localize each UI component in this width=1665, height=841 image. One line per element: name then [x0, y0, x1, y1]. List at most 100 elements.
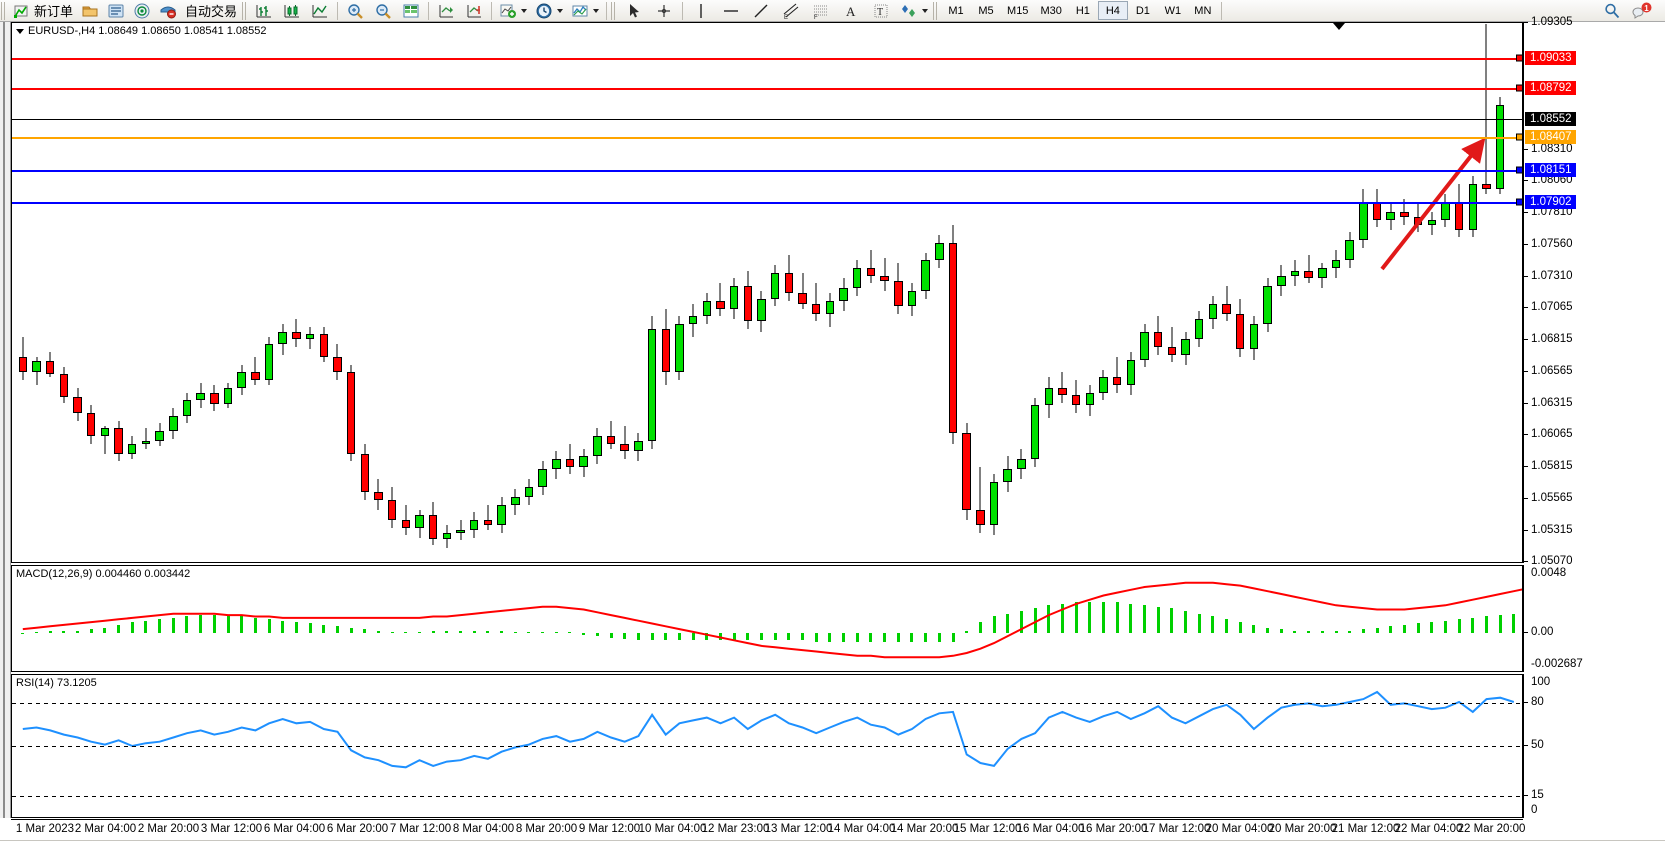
candle	[1085, 23, 1095, 562]
toolbar-grip-4[interactable]	[933, 1, 940, 20]
candle-body-bullish	[1290, 270, 1300, 276]
ask-line[interactable]	[12, 137, 1522, 140]
indicators-button[interactable]	[495, 1, 531, 21]
book-icon[interactable]	[107, 2, 125, 20]
candle-body-bearish	[86, 413, 96, 436]
time-label: 17 Mar 12:00	[1142, 823, 1211, 835]
candle	[538, 23, 547, 562]
take-profit-price-tag[interactable]: 1.08792	[1516, 81, 1576, 96]
toolbar-separator-2	[428, 1, 430, 20]
timeframe-m15[interactable]: M15	[1007, 4, 1029, 17]
expert-advisor-icon[interactable]	[159, 2, 177, 20]
chart-shift-icon[interactable]	[465, 2, 483, 20]
candle-body-bullish	[1386, 212, 1395, 220]
chart-area[interactable]: EURUSD-,H4 1.08649 1.08650 1.08541 1.085…	[0, 16, 1665, 841]
candle-body-bearish	[784, 273, 794, 294]
candle	[1249, 23, 1259, 562]
level-handle[interactable]	[1516, 84, 1523, 92]
macd-histogram-bar	[691, 633, 695, 641]
candle	[1263, 23, 1272, 562]
vline-icon[interactable]	[692, 2, 710, 20]
macd-histogram-bar	[527, 631, 531, 634]
candle-body-bearish	[1304, 270, 1313, 279]
folder-icon[interactable]	[81, 2, 99, 20]
auto-scroll-icon[interactable]	[437, 2, 455, 20]
signal-icon[interactable]	[133, 2, 151, 20]
timeframe-h4[interactable]: H4	[1097, 1, 1128, 20]
price-axis[interactable]: 1.09305 1.08310 1.08060 1.07810 1.07560 1.073…	[1516, 16, 1665, 567]
candle	[1167, 23, 1177, 562]
fibonacci-icon[interactable]: F	[812, 2, 830, 21]
stop-loss-price-tag[interactable]: 1.08151	[1516, 162, 1576, 177]
text-label-icon[interactable]: T	[872, 2, 890, 20]
timeframe-m1[interactable]: M1	[948, 4, 964, 17]
line-chart-icon[interactable]	[311, 2, 329, 20]
timeframe-mn[interactable]: MN	[1194, 4, 1212, 17]
zoom-out-icon[interactable]	[374, 2, 392, 20]
candle	[223, 23, 233, 562]
chart-symbol-label: EURUSD-,H4 1.08649 1.08650 1.08541 1.085…	[16, 25, 267, 37]
candle-body-bullish	[1495, 105, 1505, 190]
toolbar-grip[interactable]	[1, 1, 7, 20]
stop-loss-line[interactable]	[12, 169, 1522, 172]
rsi-pane[interactable]: RSI(14) 73.1205	[11, 674, 1523, 818]
stop-loss-line[interactable]	[12, 201, 1522, 204]
period-button[interactable]	[531, 1, 567, 21]
bar-chart-icon[interactable]	[255, 2, 273, 20]
notification-icon[interactable]: 1	[1631, 2, 1653, 20]
toolbar-separator	[337, 1, 339, 20]
data-window-icon[interactable]	[402, 2, 420, 20]
zoom-in-icon[interactable]	[346, 2, 364, 20]
cursor-icon[interactable]	[625, 2, 643, 20]
vertical-scroll-column[interactable]	[0, 22, 11, 818]
level-handle[interactable]	[1516, 198, 1523, 206]
crosshair-icon[interactable]	[655, 2, 673, 20]
take-profit-price-tag[interactable]: 1.09033	[1516, 50, 1576, 65]
bid-price-tag[interactable]: 1.08552	[1525, 111, 1576, 126]
timeframe-w1[interactable]: W1	[1164, 4, 1182, 17]
toolbar-grip-2[interactable]	[242, 1, 249, 20]
level-handle[interactable]	[1516, 133, 1523, 141]
take-profit-line[interactable]	[12, 57, 1522, 60]
price-tick: 1.05565	[1524, 492, 1573, 504]
take-profit-line[interactable]	[12, 88, 1522, 91]
timeframe-m30[interactable]: M30	[1040, 4, 1062, 17]
level-handle[interactable]	[1516, 166, 1523, 174]
templates-button[interactable]	[567, 1, 603, 21]
macd-pane[interactable]: MACD(12,26,9) 0.004460 0.003442	[11, 565, 1523, 672]
candle-wick	[1485, 23, 1487, 195]
price-pane[interactable]: EURUSD-,H4 1.08649 1.08650 1.08541 1.085…	[11, 22, 1523, 563]
hline-icon[interactable]	[722, 2, 740, 20]
bid-line[interactable]	[12, 118, 1522, 120]
shapes-button[interactable]	[896, 1, 932, 21]
candlestick-chart-icon[interactable]	[283, 2, 301, 20]
candle-body-bearish	[387, 499, 397, 520]
search-icon[interactable]	[1603, 2, 1621, 20]
candle	[1126, 23, 1136, 562]
new-order-button[interactable]: 新订单	[9, 1, 77, 21]
time-axis[interactable]: 1 Mar 2023 2 Mar 04:00 2 Mar 20:00 3 Mar 12…	[11, 819, 1525, 841]
time-label: 8 Mar 04:00	[452, 823, 515, 835]
auto-trading-button[interactable]: 自动交易	[181, 1, 241, 21]
candle-body-bearish	[866, 268, 876, 276]
candle	[552, 23, 561, 562]
candle	[1153, 23, 1163, 562]
timeframe-d1[interactable]: D1	[1135, 4, 1150, 17]
candle	[1468, 23, 1478, 562]
trendline-icon[interactable]	[752, 2, 770, 20]
candle-body-bullish	[853, 268, 862, 289]
stop-loss-price-tag[interactable]: 1.07902	[1516, 194, 1576, 209]
timeframe-m5[interactable]: M5	[978, 4, 994, 17]
candle-body-bullish	[305, 334, 315, 340]
text-icon[interactable]: A	[842, 2, 860, 20]
macd-histogram-bar	[21, 633, 25, 635]
level-handle[interactable]	[1516, 54, 1523, 62]
timeframe-h1[interactable]: H1	[1075, 4, 1090, 17]
ask-price-tag[interactable]: 1.08407	[1516, 130, 1576, 145]
candle-body-bearish	[743, 285, 753, 322]
candle-body-bearish	[798, 293, 807, 304]
candle-body-bullish	[155, 430, 164, 442]
equidistant-channel-icon[interactable]: E	[782, 2, 800, 21]
toolbar-grip-3[interactable]	[611, 1, 618, 20]
chevron-down-icon-4	[922, 8, 929, 13]
